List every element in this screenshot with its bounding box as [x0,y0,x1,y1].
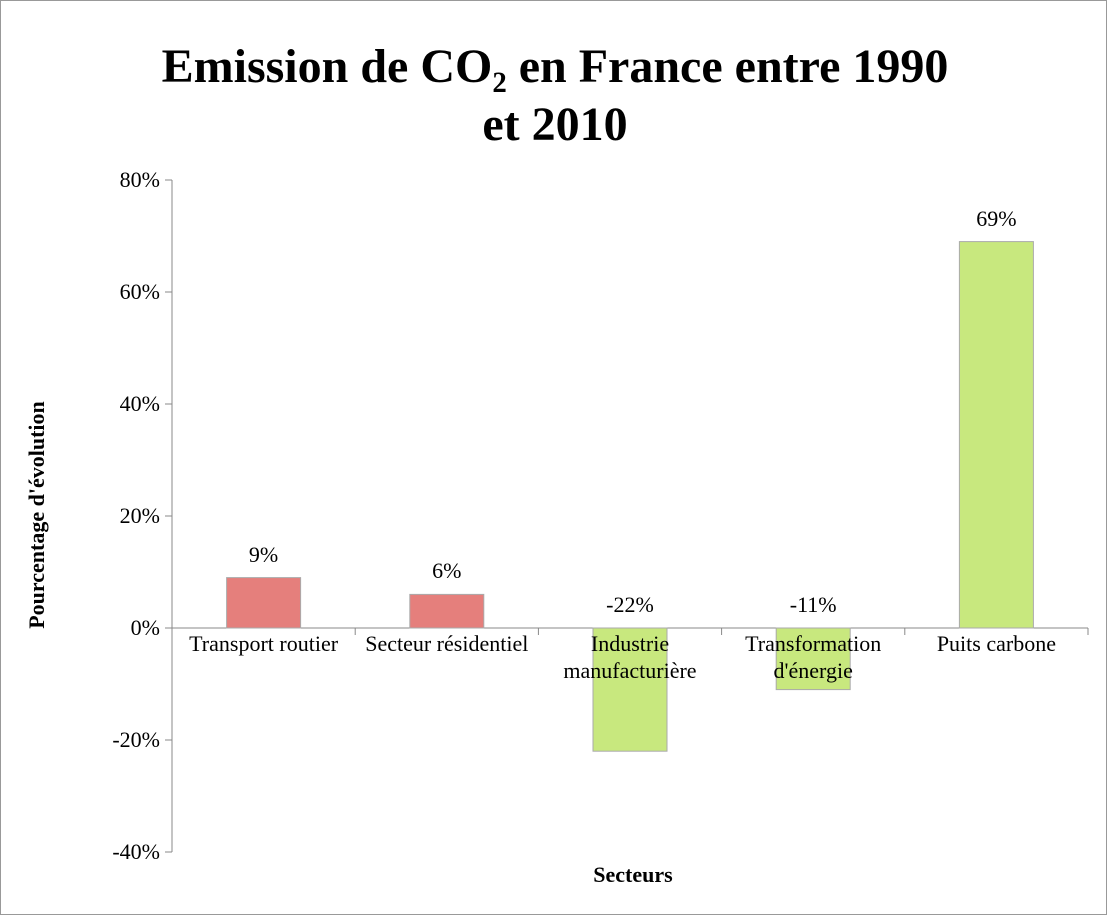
value-label: -22% [606,592,654,617]
x-tick-label: Industrie manufacturière [563,631,697,683]
bar [592,627,668,752]
y-tick-label: 40% [119,391,160,416]
x-tick-label: Transport routier [189,631,339,656]
bar [226,577,302,629]
y-tick-label: -20% [112,727,160,752]
value-label: 6% [432,558,462,584]
x-axis-label: Secteurs [593,862,673,887]
y-tick-label: 80% [119,167,160,192]
value-label: 69% [976,205,1017,231]
y-tick-label: -40% [112,839,160,864]
bar [958,241,1034,629]
chart-title: Emission de CO₂ en France entre 1990 et … [161,40,949,151]
value-label: -11% [789,592,837,617]
bar [775,627,851,691]
y-tick-label: 20% [119,503,160,528]
y-tick-label: 60% [119,279,160,304]
x-tick-label: Secteur résidentiel [365,631,529,656]
x-tick-label: Transformation d'énergie [745,631,882,683]
y-tick-label: 0% [130,615,160,640]
value-label: 9% [248,541,279,567]
bar [409,593,485,629]
x-tick-label: Puits carbone [936,631,1056,656]
y-axis-label: Pourcentage d'évolution [24,401,49,629]
